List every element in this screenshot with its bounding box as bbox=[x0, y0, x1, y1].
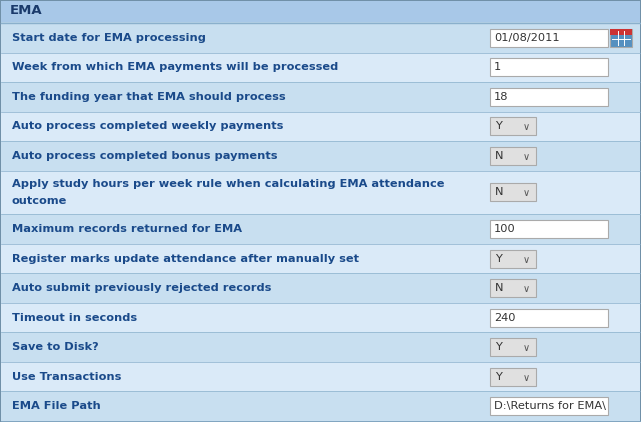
Text: Start date for EMA processing: Start date for EMA processing bbox=[12, 33, 206, 43]
Bar bbox=[1, 333, 640, 362]
Text: 1: 1 bbox=[494, 62, 501, 72]
Text: N: N bbox=[495, 187, 503, 197]
Text: D:\Returns for EMA\: D:\Returns for EMA\ bbox=[494, 401, 606, 411]
Text: N: N bbox=[495, 151, 503, 161]
Text: ∨: ∨ bbox=[523, 284, 530, 294]
Bar bbox=[490, 397, 608, 415]
Text: ∨: ∨ bbox=[523, 189, 530, 198]
Text: Auto process completed bonus payments: Auto process completed bonus payments bbox=[12, 151, 278, 161]
Text: N: N bbox=[495, 283, 503, 293]
Bar bbox=[1, 362, 640, 392]
Text: Week from which EMA payments will be processed: Week from which EMA payments will be pro… bbox=[12, 62, 338, 72]
Text: ∨: ∨ bbox=[523, 254, 530, 265]
Bar bbox=[1, 141, 640, 170]
Bar bbox=[1, 214, 640, 244]
Bar bbox=[490, 117, 536, 135]
Bar bbox=[490, 220, 608, 238]
Text: 18: 18 bbox=[494, 92, 508, 102]
Text: Y: Y bbox=[495, 342, 502, 352]
Bar bbox=[1, 273, 640, 303]
Text: Use Transactions: Use Transactions bbox=[12, 372, 121, 382]
Bar bbox=[490, 147, 536, 165]
Text: Timeout in seconds: Timeout in seconds bbox=[12, 313, 137, 323]
Bar bbox=[1, 23, 640, 52]
Text: Y: Y bbox=[495, 254, 502, 264]
Bar bbox=[1, 170, 640, 214]
Bar bbox=[610, 29, 632, 47]
Text: Auto process completed weekly payments: Auto process completed weekly payments bbox=[12, 122, 283, 131]
Bar bbox=[490, 29, 608, 47]
Text: ∨: ∨ bbox=[523, 343, 530, 353]
Text: Y: Y bbox=[495, 122, 502, 131]
Text: Register marks update attendance after manually set: Register marks update attendance after m… bbox=[12, 254, 359, 264]
Text: Save to Disk?: Save to Disk? bbox=[12, 342, 99, 352]
Bar bbox=[1, 52, 640, 82]
Bar bbox=[490, 184, 536, 201]
Bar bbox=[610, 29, 632, 35]
Text: ∨: ∨ bbox=[523, 122, 530, 133]
Text: EMA: EMA bbox=[10, 5, 42, 17]
Bar bbox=[1, 111, 640, 141]
Text: Auto submit previously rejected records: Auto submit previously rejected records bbox=[12, 283, 271, 293]
Text: 100: 100 bbox=[494, 224, 516, 234]
Text: 01/08/2011: 01/08/2011 bbox=[494, 33, 560, 43]
Bar bbox=[490, 250, 536, 268]
Text: ∨: ∨ bbox=[523, 152, 530, 162]
Bar bbox=[490, 368, 536, 386]
Bar bbox=[1, 392, 640, 421]
Bar bbox=[490, 308, 608, 327]
Bar bbox=[1, 303, 640, 333]
Text: outcome: outcome bbox=[12, 196, 67, 206]
Bar bbox=[490, 88, 608, 106]
Text: EMA File Path: EMA File Path bbox=[12, 401, 101, 411]
Text: 240: 240 bbox=[494, 313, 515, 323]
Bar bbox=[490, 279, 536, 297]
Bar bbox=[490, 338, 536, 356]
Text: The funding year that EMA should process: The funding year that EMA should process bbox=[12, 92, 286, 102]
Bar bbox=[1, 1, 640, 22]
Text: Apply study hours per week rule when calculating EMA attendance: Apply study hours per week rule when cal… bbox=[12, 179, 444, 189]
Text: ∨: ∨ bbox=[523, 373, 530, 383]
Text: Maximum records returned for EMA: Maximum records returned for EMA bbox=[12, 224, 242, 234]
Bar bbox=[490, 58, 608, 76]
Bar bbox=[1, 244, 640, 273]
Bar bbox=[1, 82, 640, 111]
Text: Y: Y bbox=[495, 372, 502, 382]
